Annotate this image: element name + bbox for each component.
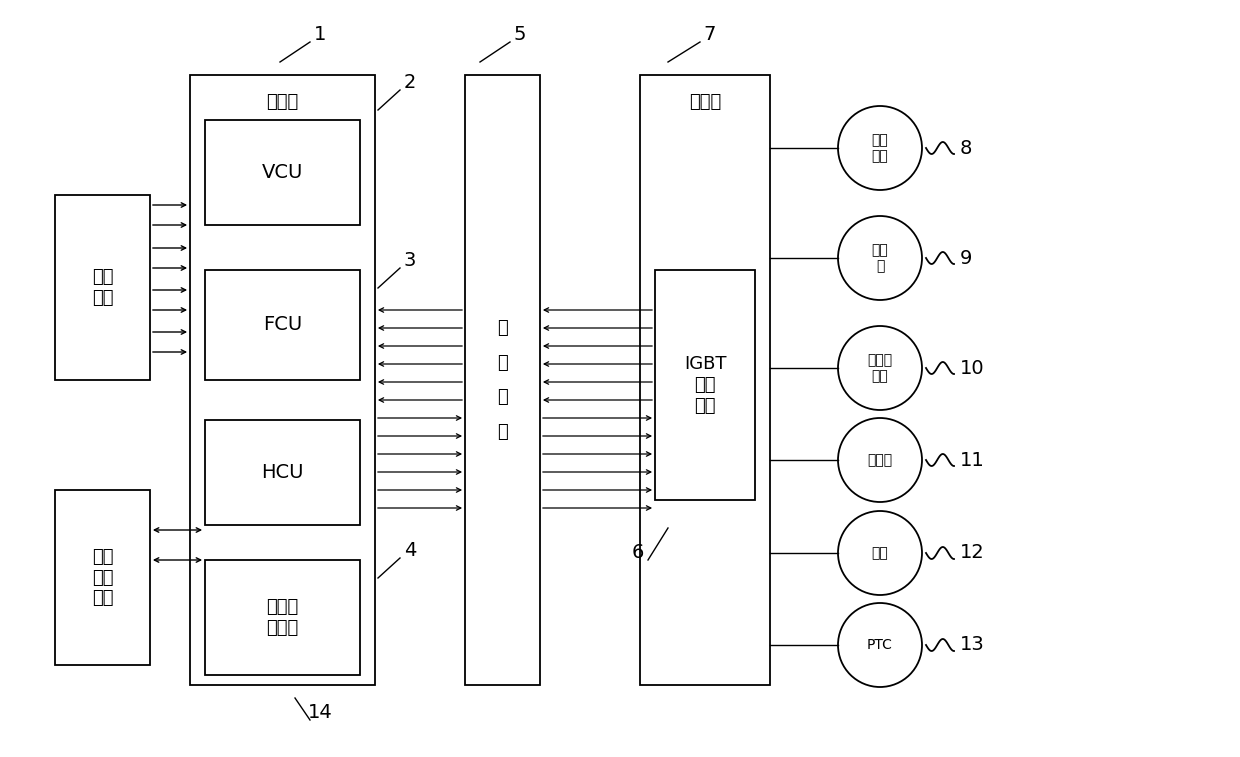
Circle shape [838,326,923,410]
Bar [640,75,770,685]
Circle shape [838,216,923,300]
Bar [205,420,360,525]
Text: IGBT
功率
元件: IGBT 功率 元件 [683,355,727,415]
Text: 1: 1 [314,24,326,43]
Circle shape [838,603,923,687]
Text: 功率板: 功率板 [689,93,722,111]
Circle shape [838,511,923,595]
Text: 氢瓶阀: 氢瓶阀 [868,453,893,467]
Bar [205,560,360,675]
Text: 集
成
电
路: 集 成 电 路 [497,319,508,441]
Text: 冷却
风扇: 冷却 风扇 [872,133,888,163]
Text: 8: 8 [960,139,972,157]
Bar [205,120,360,225]
Text: 热管理
控制器: 热管理 控制器 [267,598,299,637]
Text: 6: 6 [632,543,645,562]
Text: 节气
门: 节气 门 [872,243,888,273]
Text: 网络
连接
端口: 网络 连接 端口 [92,548,113,607]
Text: PTC: PTC [867,638,893,652]
Text: 氢气循
环泵: 氢气循 环泵 [868,353,893,383]
Text: FCU: FCU [263,316,303,335]
Bar [55,490,150,665]
Text: 3: 3 [404,251,417,269]
Text: 2: 2 [404,73,417,92]
Text: 控制板: 控制板 [267,93,299,111]
Bar [655,270,755,500]
Circle shape [838,106,923,190]
Text: VCU: VCU [262,163,304,182]
Text: 11: 11 [960,450,985,469]
Text: 4: 4 [404,540,417,559]
Text: 输入
接口: 输入 接口 [92,268,113,307]
Bar [190,75,374,685]
Circle shape [838,418,923,502]
Bar [55,195,150,380]
Text: HCU: HCU [262,463,304,482]
Text: 14: 14 [308,702,332,721]
Text: 9: 9 [960,248,972,267]
Text: 10: 10 [960,359,985,378]
Bar [465,75,539,685]
Bar [205,270,360,380]
Text: 5: 5 [513,24,526,43]
Text: 7: 7 [704,24,717,43]
Text: 12: 12 [960,544,985,562]
Text: 水泵: 水泵 [872,546,888,560]
Text: 13: 13 [960,635,985,655]
